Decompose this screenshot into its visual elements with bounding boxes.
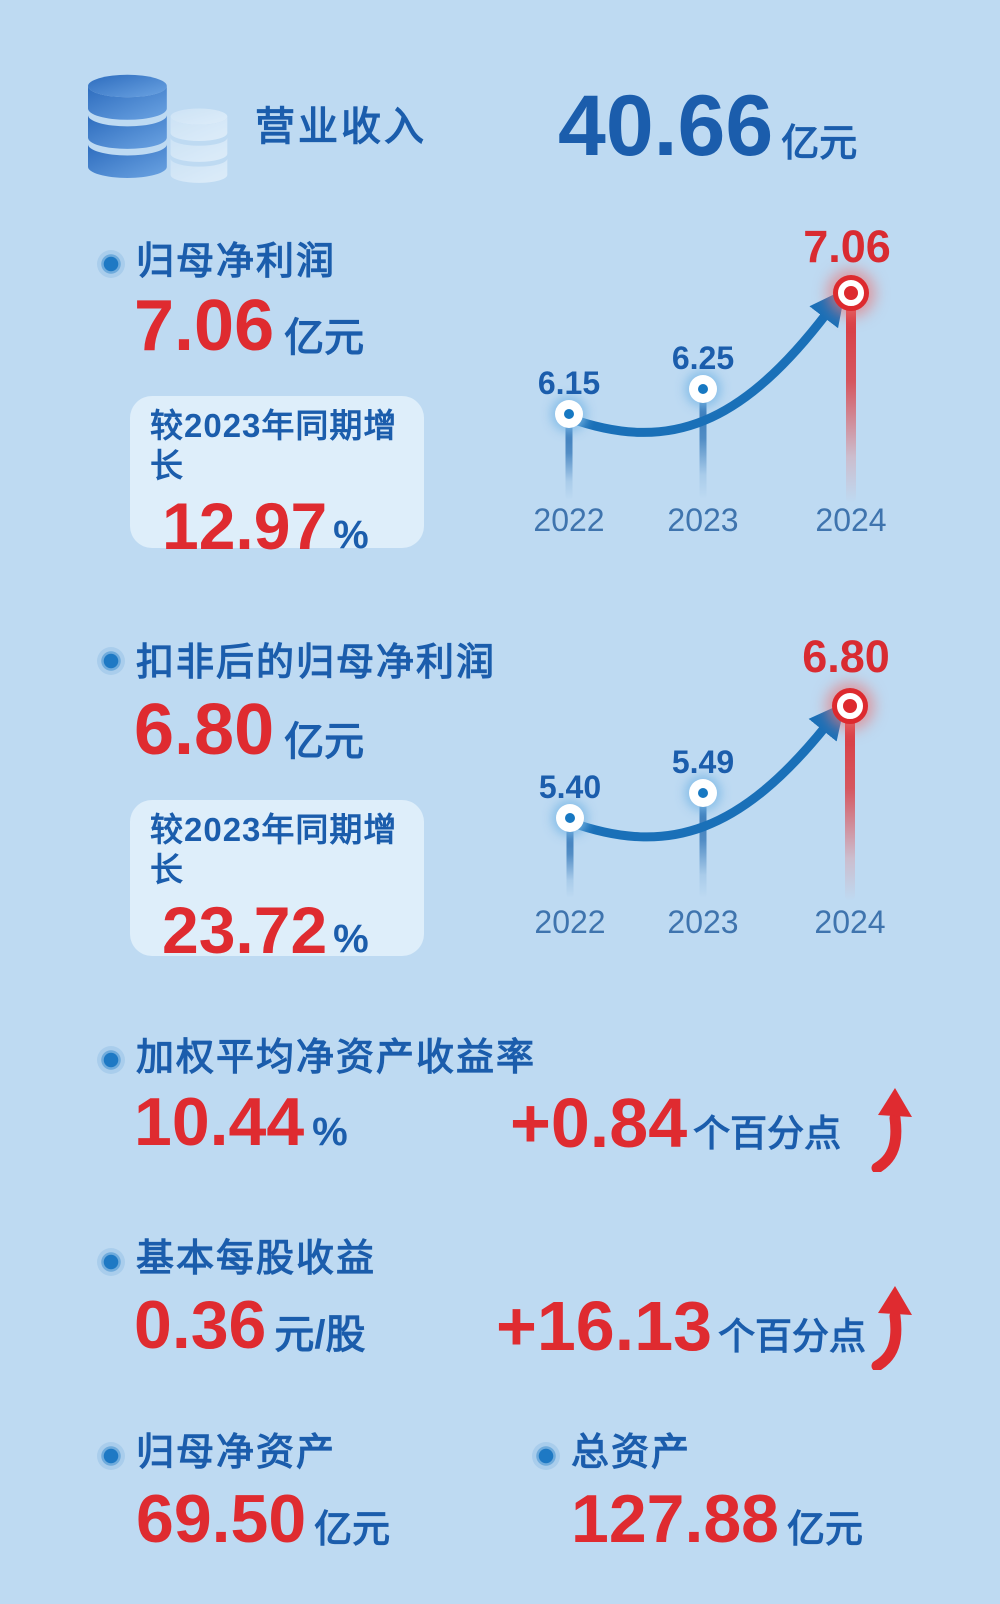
section2-growth-unit: % bbox=[333, 917, 369, 962]
section1-growth-value: 12.97 % bbox=[162, 493, 424, 559]
section2-label: 扣非后的归母净利润 bbox=[136, 642, 497, 684]
chart2-value-2022: 5.40 bbox=[538, 769, 602, 805]
chart2-year-2022: 2022 bbox=[534, 904, 606, 940]
total-assets-label: 总资产 bbox=[571, 1432, 692, 1474]
database-main-cylinder bbox=[88, 74, 167, 178]
metric1-label: 加权平均净资产收益率 bbox=[136, 1037, 537, 1079]
up-arrow-icon bbox=[871, 1088, 912, 1172]
bullet-icon bbox=[97, 1248, 125, 1276]
database-icon bbox=[88, 74, 228, 183]
section2-value: 6.80 亿元 bbox=[134, 694, 364, 766]
metric2-delta-unit: 个百分点 bbox=[718, 1316, 867, 1357]
chart2-point-2022 bbox=[556, 804, 584, 832]
chart2-stem-2023 bbox=[699, 793, 707, 898]
metric2-number: 0.36 bbox=[134, 1287, 267, 1363]
chart1-stem-2024 bbox=[846, 293, 856, 503]
chart1-point-2022 bbox=[555, 400, 583, 428]
revenue-unit: 亿元 bbox=[781, 123, 858, 165]
trend-arrow-icon bbox=[564, 288, 846, 437]
section1-growth-label: 较2023年同期增长 bbox=[150, 407, 398, 484]
section1-growth-unit: % bbox=[333, 513, 369, 558]
database-ghost-cylinder bbox=[170, 108, 228, 183]
chart2-year-2024: 2024 bbox=[814, 904, 886, 940]
bullet-icon bbox=[97, 250, 125, 278]
total-assets-number: 127.88 bbox=[571, 1481, 779, 1557]
section2-growth-label: 较2023年同期增长 bbox=[150, 811, 398, 888]
metric2-value: 0.36 元/股 bbox=[134, 1291, 365, 1359]
chart1-year-2022: 2022 bbox=[533, 502, 605, 538]
section1-label: 归母净利润 bbox=[136, 241, 337, 283]
page-title: 营业收入 bbox=[255, 105, 427, 149]
section1-growth-number: 12.97 bbox=[162, 489, 328, 564]
bullet-icon bbox=[97, 1046, 125, 1074]
revenue-value: 40.66 亿元 bbox=[558, 83, 857, 169]
chart1-stem-2023 bbox=[699, 389, 707, 499]
bullet-icon bbox=[97, 1442, 125, 1470]
net-assets-label: 归母净资产 bbox=[136, 1432, 337, 1474]
net-assets-number: 69.50 bbox=[136, 1481, 307, 1557]
chart1-point-2024 bbox=[833, 275, 869, 311]
section1-unit: 亿元 bbox=[284, 316, 365, 360]
revenue-number: 40.66 bbox=[558, 78, 774, 174]
metric2-label: 基本每股收益 bbox=[136, 1238, 377, 1280]
bullet-icon bbox=[97, 647, 125, 675]
total-assets-value: 127.88 亿元 bbox=[571, 1485, 863, 1553]
metric1-unit: % bbox=[312, 1110, 348, 1154]
chart1-value-2022: 6.15 bbox=[537, 365, 601, 401]
up-arrow-icon bbox=[871, 1286, 912, 1370]
total-assets-unit: 亿元 bbox=[786, 1509, 863, 1551]
chart1-point-2023 bbox=[689, 375, 717, 403]
chart2-value-2024: 6.80 bbox=[802, 631, 890, 682]
metric1-delta-number: +0.84 bbox=[510, 1084, 688, 1162]
profit-trend-chart-1: 6.15 6.25 7.06 2022 2023 2024 bbox=[480, 212, 920, 562]
metric2-delta-number: +16.13 bbox=[496, 1287, 713, 1365]
section2-growth-number: 23.72 bbox=[162, 893, 328, 968]
metric2-delta: +16.13 个百分点 bbox=[496, 1291, 866, 1361]
chart1-year-2024: 2024 bbox=[815, 502, 887, 538]
metric1-value: 10.44 % bbox=[134, 1088, 348, 1156]
chart2-point-2024 bbox=[832, 688, 868, 724]
section1-value: 7.06 亿元 bbox=[134, 290, 364, 362]
chart1-value-2023: 6.25 bbox=[671, 340, 735, 376]
metric2-unit: 元/股 bbox=[274, 1313, 366, 1357]
chart2-stem-2022 bbox=[566, 818, 574, 898]
section2-growth-value: 23.72 % bbox=[162, 897, 424, 963]
chart1-year-2023: 2023 bbox=[667, 502, 739, 538]
net-assets-unit: 亿元 bbox=[314, 1509, 391, 1551]
section2-number: 6.80 bbox=[134, 690, 275, 770]
trend-arrow-icon bbox=[565, 702, 846, 842]
chart2-stem-2024 bbox=[845, 706, 855, 901]
section1-growth-box: 较2023年同期增长 12.97 % bbox=[130, 396, 424, 559]
metric1-delta: +0.84 个百分点 bbox=[510, 1088, 841, 1158]
section1-number: 7.06 bbox=[134, 286, 275, 366]
net-assets-value: 69.50 亿元 bbox=[136, 1485, 390, 1553]
chart2-year-2023: 2023 bbox=[667, 904, 739, 940]
section2-growth-box: 较2023年同期增长 23.72 % bbox=[130, 800, 424, 963]
chart1-stem-2022 bbox=[565, 414, 573, 500]
profit-trend-chart-2: 5.40 5.49 6.80 2022 2023 2024 bbox=[480, 608, 920, 958]
chart2-value-2023: 5.49 bbox=[671, 744, 735, 780]
bullet-icon bbox=[532, 1442, 560, 1470]
metric1-number: 10.44 bbox=[134, 1084, 305, 1160]
metric1-delta-unit: 个百分点 bbox=[693, 1113, 842, 1154]
chart1-value-2024: 7.06 bbox=[803, 221, 891, 272]
section2-unit: 亿元 bbox=[284, 720, 365, 764]
chart2-point-2023 bbox=[689, 779, 717, 807]
